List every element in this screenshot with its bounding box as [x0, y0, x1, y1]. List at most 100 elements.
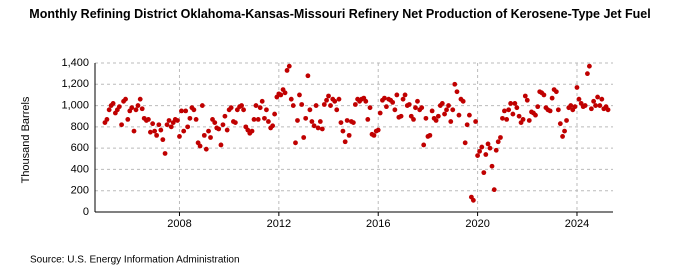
data-point [464, 122, 470, 128]
data-point [421, 142, 427, 148]
data-point [406, 102, 412, 107]
data-point [181, 128, 187, 134]
data-point [605, 107, 611, 113]
data-point [119, 122, 124, 128]
data-point [520, 117, 526, 122]
y-tick-label: 1,200 [61, 78, 89, 90]
data-point [444, 107, 449, 113]
data-point [135, 103, 141, 108]
data-point [264, 107, 269, 113]
data-point [257, 105, 263, 111]
data-point [133, 107, 139, 113]
data-point [299, 102, 305, 107]
data-point [411, 117, 416, 122]
data-point [384, 104, 389, 110]
data-point [419, 105, 425, 111]
data-point [588, 106, 594, 112]
data-point [541, 92, 547, 98]
data-point [154, 132, 160, 138]
data-point [305, 73, 311, 79]
data-point [346, 132, 352, 138]
data-point [377, 110, 383, 116]
data-point [477, 148, 482, 154]
x-tick-label: 2012 [267, 218, 291, 230]
data-point [206, 128, 211, 134]
data-point [220, 122, 226, 128]
data-point [270, 123, 276, 129]
data-point [324, 97, 329, 103]
data-point [150, 121, 156, 127]
data-point [212, 120, 218, 125]
data-point [510, 111, 516, 117]
data-point [293, 140, 298, 146]
data-point [429, 108, 435, 114]
data-point [470, 197, 476, 203]
data-point [104, 117, 110, 122]
data-point [152, 128, 158, 134]
data-point [535, 104, 541, 110]
data-point [177, 134, 182, 139]
data-point [483, 152, 489, 157]
data-point [288, 96, 294, 102]
data-point [502, 108, 507, 114]
source-note: Source: U.S. Energy Information Administ… [30, 255, 240, 266]
data-point [199, 103, 205, 108]
data-point [336, 96, 342, 102]
data-point [284, 68, 290, 73]
data-point [315, 125, 321, 131]
data-point [317, 119, 323, 124]
data-point [290, 103, 296, 108]
data-point [475, 153, 480, 158]
data-point [338, 120, 344, 125]
data-point [208, 135, 213, 140]
data-point [278, 92, 284, 98]
data-point [591, 98, 597, 104]
data-point [332, 98, 338, 104]
data-point [262, 115, 267, 121]
data-point [481, 170, 487, 176]
data-point [146, 117, 151, 122]
data-point [272, 111, 278, 117]
data-point [123, 96, 128, 102]
data-point [473, 119, 479, 124]
data-point [467, 112, 472, 118]
data-point [363, 98, 369, 104]
data-point [162, 151, 168, 156]
data-point [282, 90, 288, 96]
data-point [183, 108, 189, 114]
data-point [295, 118, 300, 123]
data-point [462, 140, 468, 146]
data-point [597, 103, 603, 108]
data-point [522, 93, 528, 99]
data-point [125, 117, 131, 122]
data-point [224, 127, 230, 133]
data-point [593, 103, 599, 108]
data-point [448, 119, 454, 124]
x-tick-label: 2008 [167, 218, 191, 230]
data-point [433, 118, 439, 123]
data-point [392, 107, 398, 113]
data-point [187, 115, 193, 121]
data-point [595, 94, 600, 100]
data-point [599, 96, 605, 102]
data-point [106, 107, 112, 113]
data-point [251, 117, 257, 122]
y-tick-label: 800 [71, 121, 89, 133]
data-point [228, 105, 234, 111]
data-point [423, 115, 429, 121]
data-point [454, 89, 460, 95]
data-point [439, 101, 445, 106]
data-point [506, 107, 512, 113]
y-tick-label: 1,000 [61, 99, 89, 111]
data-point [203, 146, 209, 152]
data-point [394, 92, 400, 98]
data-point [241, 107, 246, 113]
data-point [402, 92, 408, 98]
data-point [413, 105, 418, 111]
x-tick-label: 2024 [565, 218, 589, 230]
data-point [286, 63, 292, 69]
data-point [456, 112, 462, 118]
data-point [156, 122, 162, 128]
data-point [508, 101, 514, 106]
